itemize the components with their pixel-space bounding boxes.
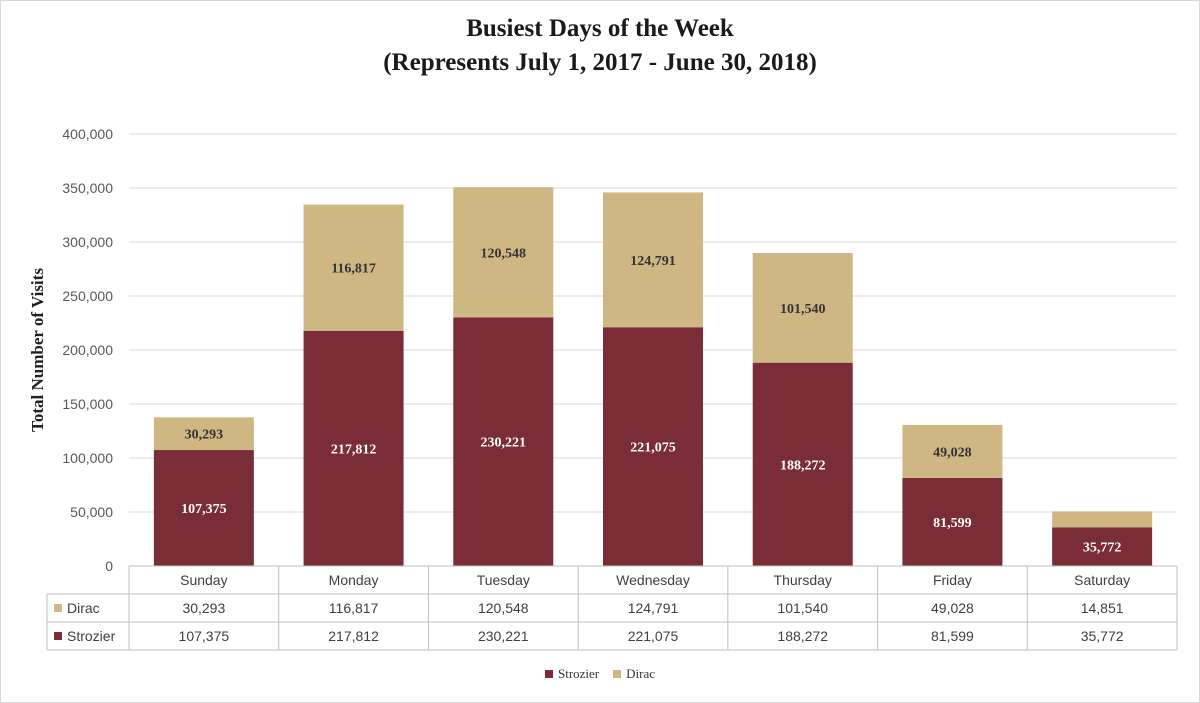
bar-strozier-monday bbox=[303, 330, 404, 566]
bar-dirac-friday bbox=[902, 424, 1003, 478]
y-tick-label: 0 bbox=[105, 558, 113, 574]
data-label-dirac-thursday: 101,540 bbox=[780, 302, 826, 317]
legend-label-dirac: Dirac bbox=[626, 666, 656, 681]
legend-swatch-dirac bbox=[613, 670, 622, 678]
data-label-strozier-saturday: 35,772 bbox=[1083, 541, 1122, 556]
table-cell-dirac-saturday: 14,851 bbox=[1081, 600, 1124, 616]
x-tick-label-wednesday: Wednesday bbox=[616, 572, 690, 588]
x-tick-label-thursday: Thursday bbox=[774, 572, 832, 588]
bar-dirac-tuesday bbox=[453, 187, 554, 318]
bar-dirac-saturday bbox=[1052, 511, 1153, 528]
table-cell-strozier-sunday: 107,375 bbox=[179, 628, 230, 644]
data-label-dirac-wednesday: 124,791 bbox=[630, 254, 676, 269]
bar-dirac-monday bbox=[303, 204, 404, 331]
table-cell-dirac-tuesday: 120,548 bbox=[478, 600, 529, 616]
table-row-label-dirac: Dirac bbox=[67, 600, 100, 616]
y-tick-label: 400,000 bbox=[62, 126, 113, 142]
legend: Strozier Dirac bbox=[0, 666, 1200, 682]
bar-strozier-saturday bbox=[1052, 527, 1153, 566]
chart-subtitle: (Represents July 1, 2017 - June 30, 2018… bbox=[383, 49, 817, 76]
table-cell-strozier-tuesday: 230,221 bbox=[478, 628, 529, 644]
table-row-label-strozier: Strozier bbox=[67, 628, 116, 644]
data-label-strozier-sunday: 107,375 bbox=[181, 502, 227, 517]
x-tick-label-friday: Friday bbox=[933, 572, 972, 588]
table-cell-strozier-monday: 217,812 bbox=[328, 628, 379, 644]
x-tick-label-sunday: Sunday bbox=[180, 572, 227, 588]
bar-strozier-sunday bbox=[153, 450, 254, 566]
legend-swatch-strozier bbox=[544, 670, 553, 678]
table-cell-dirac-sunday: 30,293 bbox=[182, 600, 225, 616]
bar-strozier-tuesday bbox=[453, 317, 554, 566]
bar-strozier-friday bbox=[902, 477, 1003, 566]
data-label-dirac-tuesday: 120,548 bbox=[481, 246, 527, 261]
data-label-strozier-friday: 81,599 bbox=[933, 516, 972, 531]
y-tick-label: 250,000 bbox=[62, 288, 113, 304]
table-key-dirac bbox=[54, 604, 62, 612]
data-label-strozier-tuesday: 230,221 bbox=[481, 436, 527, 451]
bar-strozier-wednesday bbox=[603, 327, 703, 566]
x-tick-label-monday: Monday bbox=[329, 572, 379, 588]
bar-strozier-thursday bbox=[752, 362, 853, 566]
data-label-dirac-friday: 49,028 bbox=[933, 445, 972, 460]
legend-item-strozier: Strozier bbox=[544, 666, 600, 682]
data-label-strozier-monday: 217,812 bbox=[331, 442, 377, 457]
x-tick-label-tuesday: Tuesday bbox=[477, 572, 530, 588]
legend-item-dirac: Dirac bbox=[613, 666, 655, 682]
table-cell-dirac-friday: 49,028 bbox=[931, 600, 974, 616]
table-cell-dirac-monday: 116,817 bbox=[329, 600, 379, 616]
table-cell-strozier-thursday: 188,272 bbox=[777, 628, 828, 644]
bar-dirac-thursday bbox=[752, 253, 853, 363]
bar-dirac-wednesday bbox=[603, 192, 703, 328]
y-tick-label: 350,000 bbox=[62, 180, 113, 196]
data-label-dirac-sunday: 30,293 bbox=[185, 428, 224, 443]
legend-label-strozier: Strozier bbox=[557, 666, 600, 681]
y-tick-label: 100,000 bbox=[62, 450, 113, 466]
table-cell-strozier-wednesday: 221,075 bbox=[628, 628, 679, 644]
x-tick-label-saturday: Saturday bbox=[1074, 572, 1130, 588]
data-label-strozier-thursday: 188,272 bbox=[780, 458, 826, 473]
bar-dirac-sunday bbox=[153, 417, 254, 451]
data-label-dirac-monday: 116,817 bbox=[331, 262, 376, 277]
table-cell-dirac-wednesday: 124,791 bbox=[628, 600, 679, 616]
table-cell-strozier-saturday: 35,772 bbox=[1081, 628, 1124, 644]
y-tick-label: 200,000 bbox=[62, 342, 113, 358]
table-cell-dirac-thursday: 101,540 bbox=[777, 600, 828, 616]
y-tick-label: 300,000 bbox=[62, 234, 113, 250]
y-tick-label: 150,000 bbox=[62, 396, 113, 412]
y-tick-label: 50,000 bbox=[70, 504, 113, 520]
table-key-strozier bbox=[54, 632, 62, 640]
data-label-strozier-wednesday: 221,075 bbox=[630, 441, 676, 456]
chart-title: Busiest Days of the Week bbox=[466, 15, 734, 42]
table-cell-strozier-friday: 81,599 bbox=[931, 628, 974, 644]
